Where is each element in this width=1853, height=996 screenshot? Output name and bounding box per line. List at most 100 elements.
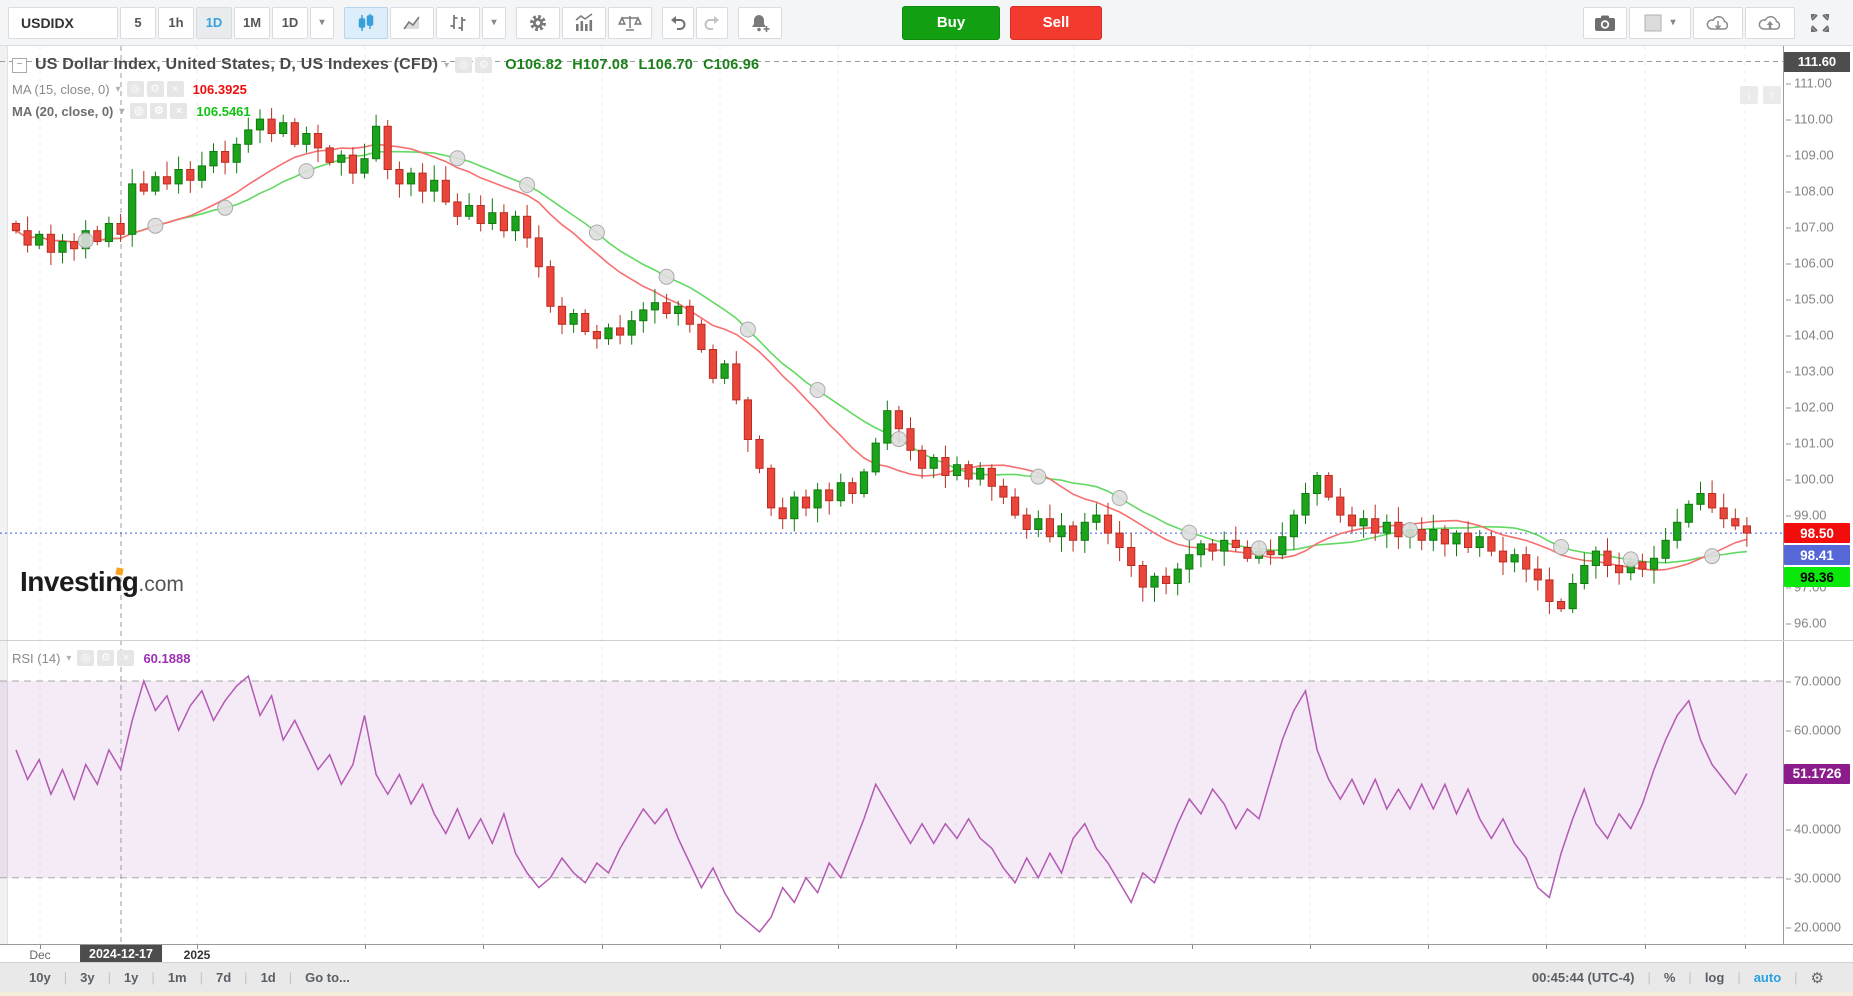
price-axis-tick: 105.00: [1786, 292, 1834, 307]
save-layout-button[interactable]: [1745, 6, 1795, 39]
chevron-down-icon[interactable]: ▾: [66, 652, 72, 664]
drawing-toolbar-rail[interactable]: [0, 46, 8, 944]
bar-chart-type-button[interactable]: [436, 6, 480, 39]
layout-select-button[interactable]: ▾: [1629, 6, 1691, 39]
sell-button[interactable]: Sell: [1010, 5, 1102, 40]
close-icon[interactable]: ×: [166, 81, 184, 97]
close-icon[interactable]: ×: [117, 650, 135, 666]
time-tick: [720, 945, 721, 949]
brand-tld: .com: [138, 573, 184, 596]
range-button-1m[interactable]: 1m: [167, 970, 187, 985]
ohlc-item: L106.70: [638, 57, 694, 73]
time-axis[interactable]: Dec 2025 2024-12-17: [0, 944, 1853, 963]
rsi-label: RSI (14): [12, 650, 61, 666]
price-axis-tick: 107.00: [1786, 220, 1834, 235]
auto-scale-icon[interactable]: ↕: [1763, 86, 1781, 104]
indicators-button[interactable]: [562, 6, 606, 39]
interval-button-1d[interactable]: 1D: [196, 6, 232, 39]
settings-icon[interactable]: ⚙: [475, 57, 493, 73]
visibility-toggle-icon[interactable]: ◎: [455, 57, 473, 73]
visibility-toggle-icon[interactable]: ◎: [77, 650, 95, 666]
time-tick: [1645, 945, 1646, 949]
time-axis-label: Dec: [29, 948, 51, 962]
ma15-label: MA (15, close, 0): [12, 81, 110, 97]
interval-button-1d[interactable]: 1D: [272, 6, 308, 39]
range-button-goto[interactable]: Go to...: [305, 970, 350, 985]
chart-settings-button[interactable]: [516, 6, 560, 39]
price-and-rsi-chart[interactable]: [0, 46, 1783, 944]
chevron-down-icon[interactable]: ▾: [119, 105, 125, 117]
buy-button[interactable]: Buy: [902, 5, 1000, 40]
time-tick: [1192, 945, 1193, 949]
rsi-axis-tick: 40.0000: [1786, 821, 1841, 836]
price-axis-tick: 108.00: [1786, 184, 1834, 199]
rsi-axis-tick: 30.0000: [1786, 870, 1841, 885]
auto-scale-toggle[interactable]: auto: [1753, 970, 1782, 985]
collapse-panel-icon[interactable]: −: [12, 57, 27, 73]
log-scale-toggle[interactable]: log: [1704, 970, 1725, 985]
ma15-legend-row: MA (15, close, 0) ▾ ◎ ⚙ × 106.3925: [12, 81, 247, 97]
range-button-3y[interactable]: 3y: [80, 970, 95, 985]
pane-divider[interactable]: [0, 640, 1853, 641]
time-tick: [365, 945, 366, 949]
add-alert-button[interactable]: [738, 6, 782, 39]
axis-settings-gear-icon[interactable]: ⚙: [1810, 969, 1824, 987]
rsi-value: 60.1888: [143, 650, 191, 666]
interval-button-5[interactable]: 5: [120, 6, 156, 39]
line-chart-icon: [403, 16, 420, 29]
crosshair-date-chip: 2024-12-17: [80, 945, 162, 963]
last-price-chip: 98.50: [1784, 523, 1850, 544]
ma20-label: MA (20, close, 0): [12, 103, 114, 119]
time-tick: [602, 945, 603, 949]
screenshot-button[interactable]: [1583, 6, 1627, 39]
rsi-value-chip: 51.1726: [1784, 763, 1850, 784]
settings-icon[interactable]: ⚙: [97, 650, 115, 666]
scales-icon: [618, 15, 642, 31]
time-tick: [1745, 945, 1746, 949]
close-icon[interactable]: ×: [170, 103, 188, 119]
line-chart-type-button[interactable]: [390, 6, 434, 39]
interval-button-1m[interactable]: 1M: [234, 6, 270, 39]
ohlc-item: H107.08: [572, 57, 629, 73]
chevron-down-icon[interactable]: ▾: [444, 59, 450, 71]
time-tick: [956, 945, 957, 949]
price-axis-tick: 110.00: [1786, 112, 1833, 127]
scroll-down-icon[interactable]: ↓: [1740, 86, 1758, 104]
brand-logo: Investing: [20, 566, 139, 597]
percent-scale-toggle[interactable]: %: [1663, 970, 1676, 985]
symbol-search-box[interactable]: USDIDX: [8, 6, 118, 39]
visibility-toggle-icon[interactable]: ◎: [126, 81, 144, 97]
fullscreen-button[interactable]: [1797, 7, 1843, 39]
chart-type-more-button[interactable]: ▾: [482, 6, 506, 39]
bottom-toolbar: 10y | 3y | 1y | 1m | 7d | 1d | Go to... 00:45:44 (UT…: [0, 962, 1853, 992]
compare-button[interactable]: [608, 6, 652, 39]
settings-icon[interactable]: ⚙: [150, 103, 168, 119]
interval-more-button[interactable]: ▾: [310, 6, 334, 39]
range-button-1y[interactable]: 1y: [123, 970, 139, 985]
symbol-label: USDIDX: [21, 14, 74, 31]
chevron-down-icon[interactable]: ▾: [115, 83, 121, 95]
watermark: Investing .com: [20, 566, 184, 598]
interval-button-1h[interactable]: 1h: [158, 6, 194, 39]
candlestick-type-button[interactable]: [344, 6, 388, 39]
fullscreen-icon: [1811, 13, 1829, 32]
chart-region[interactable]: [0, 46, 1853, 944]
cloud-upload-icon: [1758, 15, 1781, 30]
price-axis-tick: 96.00: [1786, 616, 1827, 631]
price-axis-tick: 106.00: [1786, 256, 1834, 271]
time-tick: [838, 945, 839, 949]
load-layout-button[interactable]: [1693, 6, 1743, 39]
ma20-value: 106.5461: [196, 103, 251, 119]
clock[interactable]: 00:45:44 (UTC-4): [1531, 970, 1635, 985]
layout-square-icon: [1644, 14, 1662, 31]
time-tick: [1546, 945, 1547, 949]
last-price-chip: 98.41: [1784, 545, 1850, 566]
range-button-1d[interactable]: 1d: [260, 970, 276, 985]
range-button-10y[interactable]: 10y: [29, 970, 51, 985]
redo-button[interactable]: [696, 6, 728, 39]
price-axis-column[interactable]: [1783, 46, 1853, 944]
range-button-7d[interactable]: 7d: [216, 970, 232, 985]
settings-icon[interactable]: ⚙: [146, 81, 164, 97]
undo-button[interactable]: [662, 6, 694, 39]
visibility-toggle-icon[interactable]: ◎: [130, 103, 148, 119]
